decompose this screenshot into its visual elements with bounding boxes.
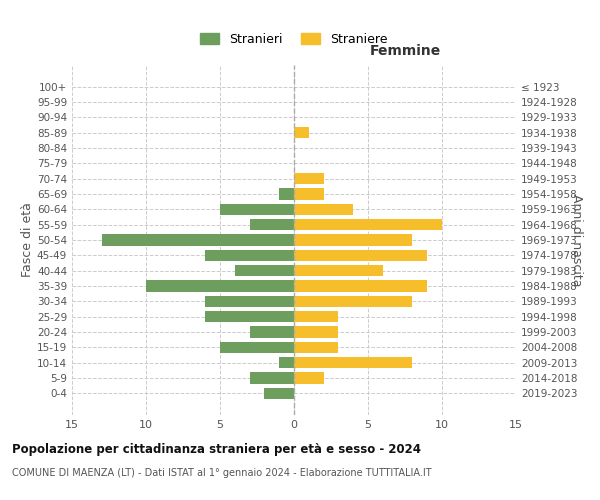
Bar <box>294 280 427 292</box>
Bar <box>265 388 294 399</box>
Bar <box>146 280 294 292</box>
Bar <box>294 127 309 138</box>
Bar <box>205 296 294 307</box>
Text: Femmine: Femmine <box>370 44 440 58</box>
Bar <box>220 204 294 215</box>
Bar <box>294 250 427 261</box>
Bar <box>250 372 294 384</box>
Y-axis label: Anni di nascita: Anni di nascita <box>570 194 583 286</box>
Bar <box>294 372 323 384</box>
Bar <box>294 326 338 338</box>
Bar <box>101 234 294 246</box>
Bar <box>294 357 412 368</box>
Bar <box>250 326 294 338</box>
Bar <box>294 311 338 322</box>
Bar <box>294 188 323 200</box>
Bar <box>294 173 323 184</box>
Bar <box>294 296 412 307</box>
Bar <box>294 265 383 276</box>
Bar <box>279 357 294 368</box>
Text: COMUNE DI MAENZA (LT) - Dati ISTAT al 1° gennaio 2024 - Elaborazione TUTTITALIA.: COMUNE DI MAENZA (LT) - Dati ISTAT al 1°… <box>12 468 431 477</box>
Bar <box>205 250 294 261</box>
Bar <box>250 219 294 230</box>
Bar <box>294 342 338 353</box>
Bar <box>279 188 294 200</box>
Bar <box>205 311 294 322</box>
Legend: Stranieri, Straniere: Stranieri, Straniere <box>197 29 391 50</box>
Y-axis label: Fasce di età: Fasce di età <box>21 202 34 278</box>
Bar <box>294 234 412 246</box>
Bar <box>220 342 294 353</box>
Text: Popolazione per cittadinanza straniera per età e sesso - 2024: Popolazione per cittadinanza straniera p… <box>12 442 421 456</box>
Bar <box>294 204 353 215</box>
Bar <box>235 265 294 276</box>
Bar <box>294 219 442 230</box>
